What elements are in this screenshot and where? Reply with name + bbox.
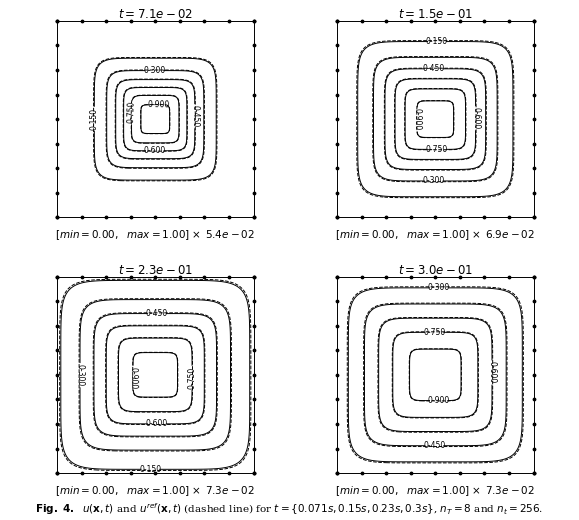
- Text: 0-300: 0-300: [143, 66, 166, 75]
- Text: 0-900: 0-900: [129, 367, 138, 389]
- Text: 0-600: 0-600: [471, 107, 480, 129]
- Text: 0-150: 0-150: [426, 37, 448, 46]
- Text: $[min = 0.00, \ \ max = 1.00] \times \ 7.3e-02$: $[min = 0.00, \ \ max = 1.00] \times \ 7…: [56, 484, 255, 498]
- Text: 0-750: 0-750: [127, 101, 137, 124]
- Text: 0-450: 0-450: [423, 441, 445, 450]
- Text: 0-300: 0-300: [428, 283, 450, 292]
- Text: 0-150: 0-150: [140, 465, 162, 474]
- Text: 0-450: 0-450: [190, 105, 199, 127]
- Text: $[min = 0.00, \ \ max = 1.00] \times \ 7.3e-02$: $[min = 0.00, \ \ max = 1.00] \times \ 7…: [335, 484, 535, 498]
- Text: 0-600: 0-600: [488, 361, 496, 384]
- Title: $t = 7.1e-02$: $t = 7.1e-02$: [118, 8, 193, 21]
- Text: 0-750: 0-750: [426, 145, 448, 154]
- Text: $\mathbf{Fig.\ 4.}$  $u(\mathbf{x},t)$ and $u^{ref}(\mathbf{x},t)$ (dashed line): $\mathbf{Fig.\ 4.}$ $u(\mathbf{x},t)$ an…: [35, 502, 544, 517]
- Text: 0-750: 0-750: [423, 328, 445, 337]
- Text: 0-900: 0-900: [428, 396, 450, 405]
- Text: 0-300: 0-300: [423, 176, 445, 186]
- Text: 0-900: 0-900: [147, 100, 170, 110]
- Text: 0-300: 0-300: [75, 364, 85, 386]
- Text: $[min = 0.00, \ \ max = 1.00] \times \ 5.4e-02$: $[min = 0.00, \ \ max = 1.00] \times \ 5…: [56, 228, 255, 242]
- Title: $t = 2.3e-01$: $t = 2.3e-01$: [118, 264, 193, 277]
- Title: $t = 1.5e-01$: $t = 1.5e-01$: [398, 8, 473, 21]
- Text: 0-150: 0-150: [90, 108, 99, 130]
- Title: $t = 3.0e-01$: $t = 3.0e-01$: [398, 264, 473, 277]
- Text: 0-600: 0-600: [144, 146, 166, 155]
- Text: 0-750: 0-750: [188, 367, 196, 389]
- Text: $[min = 0.00, \ \ max = 1.00] \times \ 6.9e-02$: $[min = 0.00, \ \ max = 1.00] \times \ 6…: [335, 228, 535, 242]
- Text: 0-450: 0-450: [146, 309, 168, 318]
- Text: 0-900: 0-900: [412, 108, 422, 131]
- Text: 0-450: 0-450: [423, 64, 445, 73]
- Text: 0-600: 0-600: [146, 419, 168, 428]
